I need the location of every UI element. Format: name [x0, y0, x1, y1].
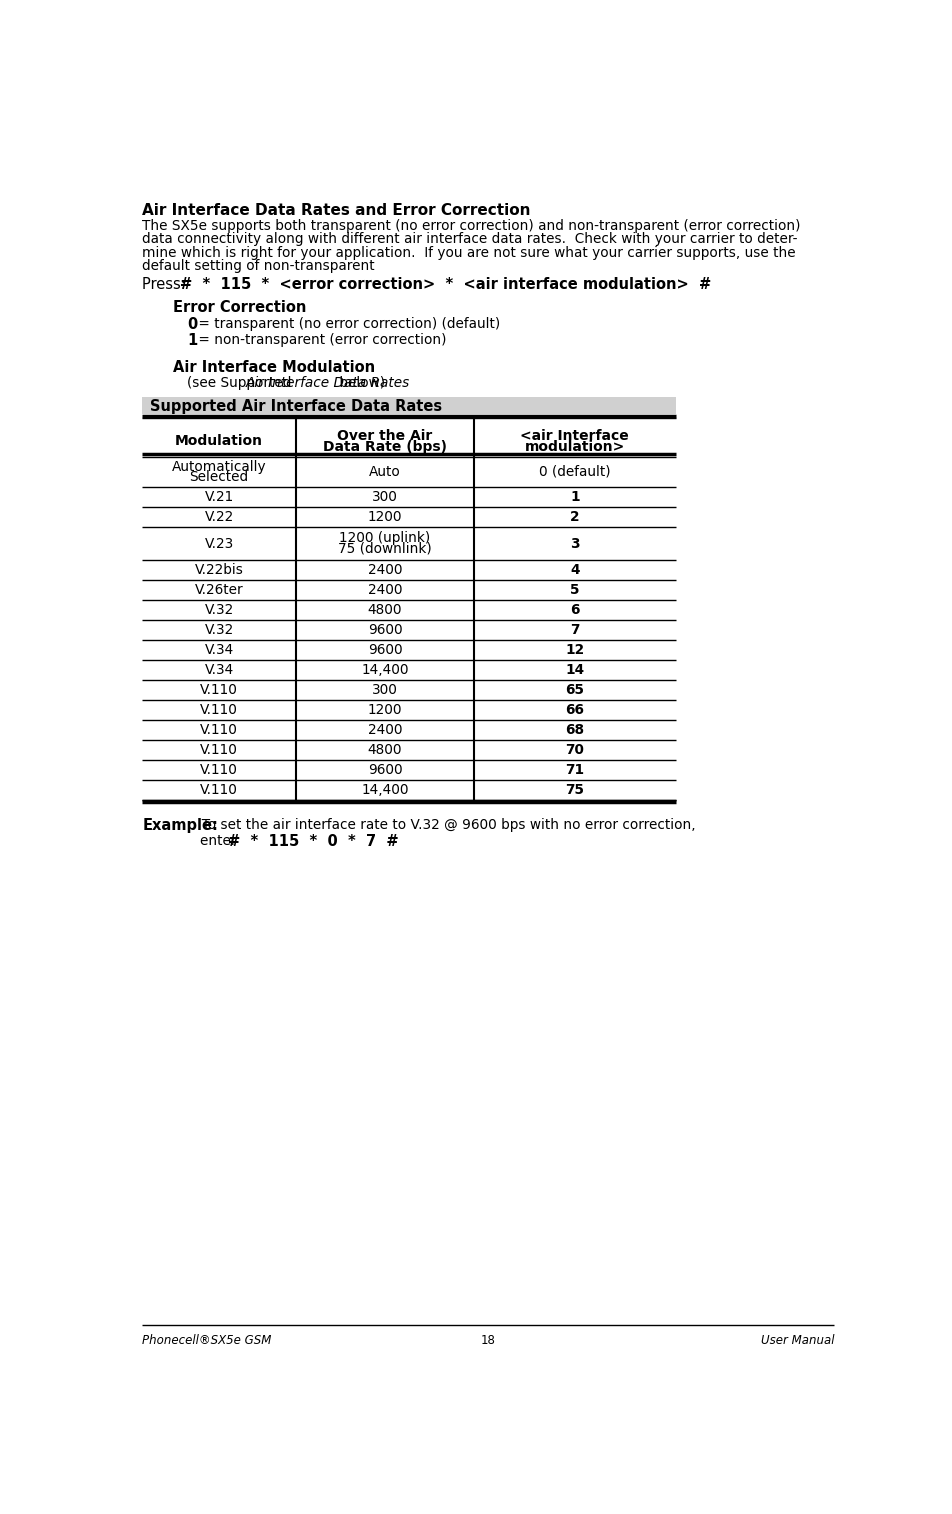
Text: V.110: V.110 [200, 722, 238, 737]
Text: V.110: V.110 [200, 763, 238, 777]
Text: enter: enter [200, 834, 246, 848]
Text: 1200: 1200 [367, 702, 402, 718]
Text: V.110: V.110 [200, 683, 238, 696]
Text: 6: 6 [569, 603, 579, 616]
Text: 9600: 9600 [367, 622, 402, 637]
Text: 12: 12 [565, 643, 584, 657]
Text: = transparent (no error correction) (default): = transparent (no error correction) (def… [194, 318, 500, 332]
Text: 4800: 4800 [367, 603, 402, 616]
Text: Phonecell®SX5e GSM: Phonecell®SX5e GSM [142, 1334, 271, 1347]
Text: Over the Air: Over the Air [337, 428, 432, 444]
Text: 4: 4 [569, 563, 579, 577]
Text: V.32: V.32 [205, 603, 233, 616]
Text: Air Interface Data Rates: Air Interface Data Rates [246, 375, 409, 389]
Text: V.110: V.110 [200, 702, 238, 718]
Text: Air Interface Modulation: Air Interface Modulation [173, 360, 375, 375]
Text: V.22bis: V.22bis [194, 563, 244, 577]
Text: V.21: V.21 [205, 491, 233, 504]
Text: <air Interface: <air Interface [520, 428, 628, 444]
Text: 4800: 4800 [367, 743, 402, 757]
Text: 65: 65 [565, 683, 584, 696]
Text: 1200 (uplink): 1200 (uplink) [339, 531, 430, 545]
Text: V.26ter: V.26ter [194, 583, 243, 597]
Text: Press:: Press: [142, 277, 195, 292]
Text: Automatically: Automatically [171, 460, 267, 474]
Text: data connectivity along with different air interface data rates.  Check with you: data connectivity along with different a… [142, 232, 797, 247]
Text: The SX5e supports both transparent (no error correction) and non-transparent (er: The SX5e supports both transparent (no e… [142, 218, 800, 233]
Text: modulation>: modulation> [525, 439, 625, 454]
Text: 14: 14 [565, 663, 584, 677]
Text: Supported Air Interface Data Rates: Supported Air Interface Data Rates [150, 398, 442, 413]
Text: 2400: 2400 [367, 563, 402, 577]
Text: To set the air interface rate to V.32 @ 9600 bps with no error correction,: To set the air interface rate to V.32 @ … [192, 819, 695, 833]
Text: 66: 66 [565, 702, 584, 718]
Text: 2400: 2400 [367, 722, 402, 737]
Text: (see Supported: (see Supported [188, 375, 296, 389]
Text: 0 (default): 0 (default) [539, 465, 610, 478]
Text: 1: 1 [569, 491, 579, 504]
Text: 9600: 9600 [367, 763, 402, 777]
Text: 1: 1 [188, 333, 197, 348]
Text: 71: 71 [565, 763, 584, 777]
Text: Example:: Example: [142, 819, 218, 834]
Text: 18: 18 [480, 1334, 495, 1347]
Text: 7: 7 [569, 622, 579, 637]
Text: V.23: V.23 [205, 536, 233, 551]
Text: Data Rate (bps): Data Rate (bps) [323, 439, 446, 454]
Text: Error Correction: Error Correction [173, 300, 307, 315]
Text: V.34: V.34 [205, 663, 233, 677]
Text: Selected: Selected [189, 471, 248, 484]
Text: 1200: 1200 [367, 510, 402, 524]
Text: Auto: Auto [368, 465, 401, 478]
Text: 0: 0 [188, 318, 197, 332]
Text: 5: 5 [569, 583, 579, 597]
Text: Modulation: Modulation [175, 435, 263, 448]
Bar [142, 397, 675, 415]
Text: V.32: V.32 [205, 622, 233, 637]
Text: 9600: 9600 [367, 643, 402, 657]
Text: = non-transparent (error correction): = non-transparent (error correction) [194, 333, 446, 347]
Text: 3: 3 [569, 536, 579, 551]
Text: V.22: V.22 [205, 510, 233, 524]
Text: default setting of non-transparent: default setting of non-transparent [142, 259, 374, 273]
Text: 70: 70 [565, 743, 584, 757]
Text: 2400: 2400 [367, 583, 402, 597]
Text: 68: 68 [565, 722, 584, 737]
Text: 2: 2 [569, 510, 579, 524]
Text: V.34: V.34 [205, 643, 233, 657]
Text: V.110: V.110 [200, 743, 238, 757]
Text: below): below) [334, 375, 385, 389]
Text: 14,400: 14,400 [361, 783, 408, 796]
Text: #  *  115  *  <error correction>  *  <air interface modulation>  #: # * 115 * <error correction> * <air inte… [179, 277, 710, 292]
Text: 75: 75 [565, 783, 584, 796]
Text: mine which is right for your application.  If you are not sure what your carrier: mine which is right for your application… [142, 245, 795, 259]
Text: 300: 300 [371, 491, 398, 504]
Text: Air Interface Data Rates and Error Correction: Air Interface Data Rates and Error Corre… [142, 203, 530, 218]
Text: 300: 300 [371, 683, 398, 696]
Text: 75 (downlink): 75 (downlink) [338, 542, 431, 556]
Text: 14,400: 14,400 [361, 663, 408, 677]
Text: #  *  115  *  0  *  7  #: # * 115 * 0 * 7 # [228, 834, 399, 849]
Text: User Manual: User Manual [760, 1334, 834, 1347]
Text: V.110: V.110 [200, 783, 238, 796]
